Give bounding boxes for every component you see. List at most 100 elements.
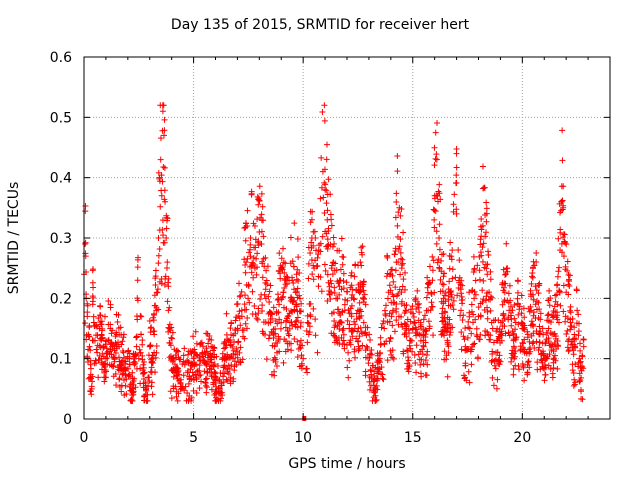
data-point xyxy=(542,340,549,347)
data-point xyxy=(353,287,360,294)
data-point xyxy=(228,361,235,368)
data-point xyxy=(511,344,518,351)
data-point xyxy=(344,364,351,371)
data-point xyxy=(552,333,559,340)
data-point xyxy=(412,329,419,336)
data-point xyxy=(305,320,312,327)
data-point xyxy=(266,299,273,306)
data-point xyxy=(446,265,453,272)
data-point xyxy=(94,323,101,330)
data-point xyxy=(405,357,412,364)
data-point xyxy=(529,291,536,298)
data-point xyxy=(254,250,261,257)
data-point xyxy=(151,328,158,335)
data-point xyxy=(565,277,572,284)
data-point xyxy=(139,337,146,344)
data-point xyxy=(356,299,363,306)
data-point xyxy=(358,308,365,315)
data-point xyxy=(471,288,478,295)
chart-title: Day 135 of 2015, SRMTID for receiver her… xyxy=(170,17,470,33)
data-point xyxy=(185,351,192,358)
data-point xyxy=(443,328,450,335)
data-point xyxy=(242,262,249,269)
data-point xyxy=(97,344,104,351)
data-point xyxy=(501,297,508,304)
data-point xyxy=(481,264,488,271)
data-point xyxy=(560,308,567,315)
data-point xyxy=(270,304,277,311)
data-point xyxy=(560,253,567,260)
data-point xyxy=(173,364,180,371)
data-point xyxy=(499,301,506,308)
data-point xyxy=(262,254,269,261)
data-point xyxy=(251,222,258,229)
data-point xyxy=(165,307,172,314)
data-point xyxy=(318,184,325,191)
data-point xyxy=(416,300,423,307)
data-point xyxy=(187,366,194,373)
data-point xyxy=(289,322,296,329)
data-point xyxy=(505,290,512,297)
data-point xyxy=(108,330,115,337)
data-point xyxy=(284,274,291,281)
data-point xyxy=(210,363,217,370)
data-point xyxy=(334,295,341,302)
data-point xyxy=(132,360,139,367)
data-point xyxy=(94,332,101,339)
y-tick-label: 0.6 xyxy=(50,50,72,66)
data-point xyxy=(164,298,171,305)
data-point xyxy=(280,245,287,252)
data-point xyxy=(258,211,265,218)
data-point xyxy=(400,229,407,236)
data-point xyxy=(571,381,578,388)
data-point xyxy=(473,325,480,332)
data-point xyxy=(170,385,177,392)
data-point xyxy=(487,307,494,314)
data-point xyxy=(215,384,222,391)
data-point xyxy=(196,385,203,392)
data-point xyxy=(260,217,267,224)
data-point xyxy=(398,206,405,213)
data-point xyxy=(401,286,408,293)
data-point xyxy=(223,331,230,338)
data-point xyxy=(357,259,364,266)
data-point xyxy=(409,348,416,355)
data-point xyxy=(338,235,345,242)
data-point xyxy=(477,223,484,230)
data-point xyxy=(540,351,547,358)
data-point xyxy=(453,172,460,179)
data-point xyxy=(361,291,368,298)
data-point xyxy=(366,331,373,338)
data-point xyxy=(321,166,328,173)
data-point xyxy=(337,266,344,273)
data-point xyxy=(336,277,343,284)
data-point xyxy=(406,337,413,344)
data-point xyxy=(397,249,404,256)
data-point xyxy=(470,253,477,260)
data-point xyxy=(134,277,141,284)
data-point xyxy=(97,312,104,319)
data-point xyxy=(97,303,104,310)
data-point xyxy=(569,315,576,322)
data-point xyxy=(282,260,289,267)
data-point xyxy=(433,192,440,199)
data-point xyxy=(402,321,409,328)
data-point xyxy=(436,190,443,197)
data-point xyxy=(479,258,486,265)
data-point xyxy=(513,334,520,341)
data-point xyxy=(512,334,519,341)
data-point xyxy=(355,347,362,354)
data-point xyxy=(170,373,177,380)
data-point xyxy=(491,362,498,369)
data-point xyxy=(322,181,329,188)
data-point xyxy=(203,375,210,382)
data-point xyxy=(296,295,303,302)
data-point xyxy=(379,320,386,327)
data-point xyxy=(399,260,406,267)
data-point xyxy=(197,372,204,379)
data-point xyxy=(552,298,559,305)
data-point xyxy=(444,373,451,380)
data-point xyxy=(423,294,430,301)
data-point xyxy=(252,311,259,318)
data-point xyxy=(549,370,556,377)
